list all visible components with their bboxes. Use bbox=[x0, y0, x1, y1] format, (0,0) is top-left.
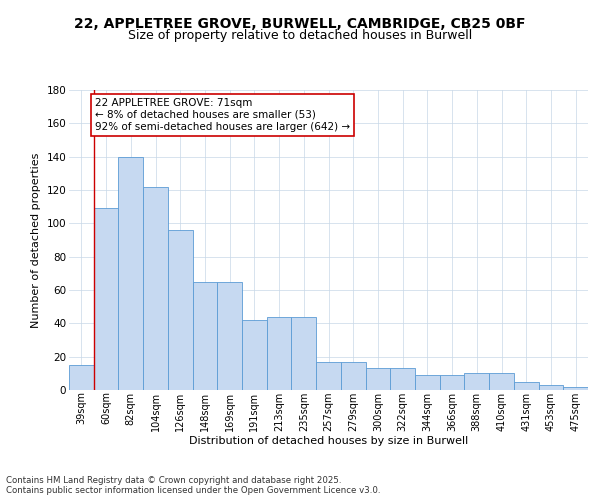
Bar bbox=[242, 320, 267, 390]
Bar bbox=[69, 365, 94, 390]
Bar bbox=[292, 316, 316, 390]
Bar bbox=[316, 362, 341, 390]
Bar bbox=[267, 316, 292, 390]
Bar bbox=[143, 186, 168, 390]
Bar bbox=[217, 282, 242, 390]
X-axis label: Distribution of detached houses by size in Burwell: Distribution of detached houses by size … bbox=[189, 436, 468, 446]
Text: Contains HM Land Registry data © Crown copyright and database right 2025.
Contai: Contains HM Land Registry data © Crown c… bbox=[6, 476, 380, 495]
Bar bbox=[390, 368, 415, 390]
Y-axis label: Number of detached properties: Number of detached properties bbox=[31, 152, 41, 328]
Bar bbox=[539, 385, 563, 390]
Bar bbox=[489, 374, 514, 390]
Bar bbox=[415, 375, 440, 390]
Bar bbox=[464, 374, 489, 390]
Bar bbox=[440, 375, 464, 390]
Text: 22, APPLETREE GROVE, BURWELL, CAMBRIDGE, CB25 0BF: 22, APPLETREE GROVE, BURWELL, CAMBRIDGE,… bbox=[74, 18, 526, 32]
Bar bbox=[341, 362, 365, 390]
Text: 22 APPLETREE GROVE: 71sqm
← 8% of detached houses are smaller (53)
92% of semi-d: 22 APPLETREE GROVE: 71sqm ← 8% of detach… bbox=[95, 98, 350, 132]
Bar bbox=[168, 230, 193, 390]
Bar bbox=[563, 386, 588, 390]
Bar bbox=[118, 156, 143, 390]
Text: Size of property relative to detached houses in Burwell: Size of property relative to detached ho… bbox=[128, 29, 472, 42]
Bar bbox=[514, 382, 539, 390]
Bar bbox=[193, 282, 217, 390]
Bar bbox=[365, 368, 390, 390]
Bar bbox=[94, 208, 118, 390]
